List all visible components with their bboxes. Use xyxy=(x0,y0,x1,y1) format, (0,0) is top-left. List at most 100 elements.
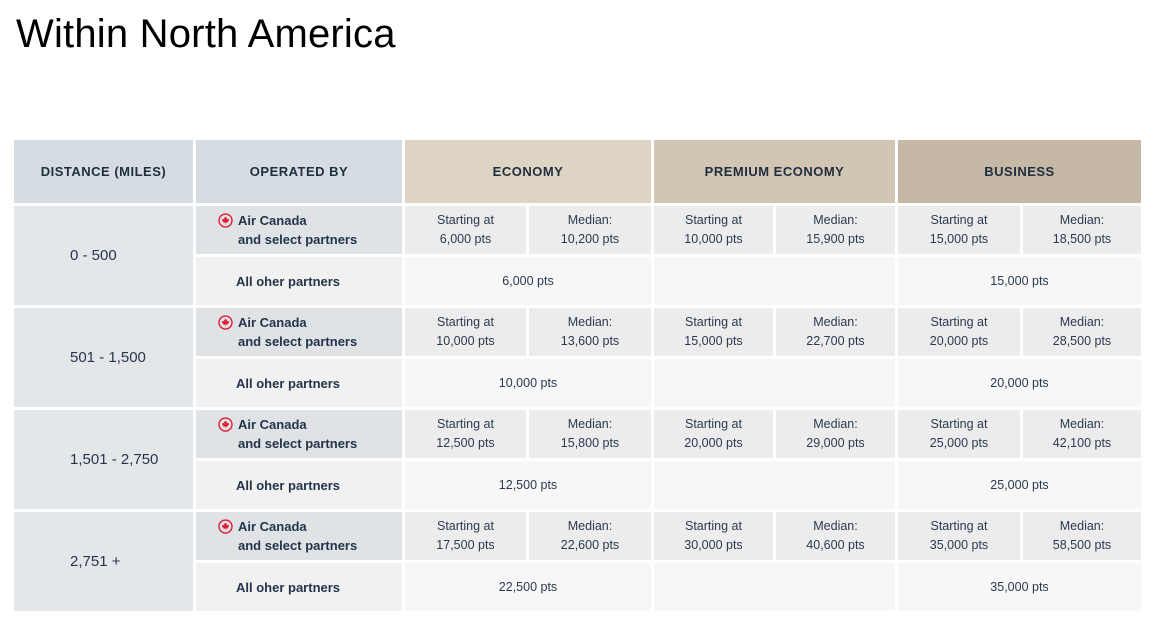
value-number: 12,500 pts xyxy=(498,478,558,492)
value-label: Starting at xyxy=(685,519,742,534)
value-number: 42,100 pts xyxy=(1052,436,1112,450)
operated-by-all-partners-cell: All oher partners xyxy=(196,563,402,611)
value-label: Starting at xyxy=(437,315,494,330)
distance-cell: 0 - 500 xyxy=(14,206,193,305)
column-header-label: BUSINESS xyxy=(984,164,1055,179)
value-number: 15,000 pts xyxy=(929,232,989,246)
value-number: 15,000 pts xyxy=(684,334,743,348)
operated-by-air-canada-cell: Air Canada and select partners xyxy=(196,512,402,560)
value-number: 18,500 pts xyxy=(1052,232,1112,246)
column-header-distance: DISTANCE (MILES) xyxy=(14,140,193,203)
value-number: 20,000 pts xyxy=(684,436,743,450)
all-partners-economy-cell: 6,000 pts xyxy=(405,257,651,305)
operated-by-air-canada-label: Air Canada xyxy=(238,212,307,228)
premium-economy-median-cell: Median: 15,900 pts xyxy=(776,206,895,254)
value-label: Starting at xyxy=(930,213,988,228)
page-title: Within North America xyxy=(16,12,396,56)
value-number: 30,000 pts xyxy=(684,538,743,552)
value-label: Median: xyxy=(567,417,613,432)
business-starting-cell: Starting at 20,000 pts xyxy=(898,308,1020,356)
all-partners-business-cell: 35,000 pts xyxy=(898,563,1141,611)
operated-by-air-canada-cell: Air Canada and select partners xyxy=(196,308,402,356)
value-number: 6,000 pts xyxy=(439,232,492,246)
value-label: Median: xyxy=(1059,315,1105,330)
column-header-business: BUSINESS xyxy=(898,140,1141,203)
distance-value: 501 - 1,500 xyxy=(70,349,146,366)
business-starting-cell: Starting at 35,000 pts xyxy=(898,512,1020,560)
distance-value: 0 - 500 xyxy=(70,247,117,264)
air-canada-roundel-maple-leaf-icon xyxy=(218,519,233,534)
all-partners-business-cell: 20,000 pts xyxy=(898,359,1141,407)
business-median-cell: Median: 42,100 pts xyxy=(1023,410,1141,458)
economy-starting-cell: Starting at 12,500 pts xyxy=(405,410,526,458)
value-label: Median: xyxy=(813,417,858,432)
business-starting-cell: Starting at 15,000 pts xyxy=(898,206,1020,254)
air-canada-roundel-maple-leaf-icon xyxy=(218,213,233,228)
column-header-premium-economy: PREMIUM ECONOMY xyxy=(654,140,895,203)
award-chart-table: DISTANCE (MILES) OPERATED BY ECONOMY PRE… xyxy=(14,140,1141,611)
economy-starting-cell: Starting at 6,000 pts xyxy=(405,206,526,254)
business-starting-cell: Starting at 25,000 pts xyxy=(898,410,1020,458)
value-number: 10,000 pts xyxy=(436,334,495,348)
all-partners-economy-cell: 10,000 pts xyxy=(405,359,651,407)
economy-median-cell: Median: 22,600 pts xyxy=(529,512,651,560)
value-label: Starting at xyxy=(685,315,742,330)
value-number: 12,500 pts xyxy=(436,436,495,450)
value-number: 20,000 pts xyxy=(929,334,989,348)
all-partners-business-cell: 25,000 pts xyxy=(898,461,1141,509)
all-partners-label: All oher partners xyxy=(236,579,341,595)
premium-economy-starting-cell: Starting at 30,000 pts xyxy=(654,512,773,560)
all-partners-economy-cell: 12,500 pts xyxy=(405,461,651,509)
value-number: 40,600 pts xyxy=(806,538,865,552)
all-partners-label: All oher partners xyxy=(236,273,341,289)
all-partners-premium-economy-cell xyxy=(654,257,895,305)
value-number: 22,500 pts xyxy=(498,580,558,594)
economy-median-cell: Median: 10,200 pts xyxy=(529,206,651,254)
value-number: 10,000 pts xyxy=(498,376,558,390)
value-label: Median: xyxy=(567,519,613,534)
value-label: Starting at xyxy=(930,315,988,330)
value-label: Median: xyxy=(813,519,858,534)
value-label: Median: xyxy=(567,213,613,228)
column-header-operated-by: OPERATED BY xyxy=(196,140,402,203)
value-label: Median: xyxy=(813,213,858,228)
value-label: Starting at xyxy=(437,519,494,534)
column-header-label: PREMIUM ECONOMY xyxy=(704,164,845,179)
air-canada-roundel-maple-leaf-icon xyxy=(218,315,233,330)
column-header-label: DISTANCE (MILES) xyxy=(40,164,167,179)
value-number: 6,000 pts xyxy=(502,274,554,288)
economy-starting-cell: Starting at 17,500 pts xyxy=(405,512,526,560)
value-label: Median: xyxy=(1059,417,1105,432)
value-label: Starting at xyxy=(930,417,988,432)
value-number: 15,900 pts xyxy=(806,232,865,246)
value-label: Median: xyxy=(1059,519,1105,534)
all-partners-premium-economy-cell xyxy=(654,461,895,509)
value-label: Starting at xyxy=(685,417,742,432)
value-number: 13,600 pts xyxy=(560,334,620,348)
operated-by-air-canada-label: Air Canada xyxy=(238,518,307,534)
all-partners-premium-economy-cell xyxy=(654,563,895,611)
value-label: Starting at xyxy=(437,417,494,432)
all-partners-label: All oher partners xyxy=(236,375,341,391)
premium-economy-starting-cell: Starting at 15,000 pts xyxy=(654,308,773,356)
value-number: 22,700 pts xyxy=(806,334,865,348)
column-header-label: OPERATED BY xyxy=(249,164,349,179)
distance-cell: 2,751 + xyxy=(14,512,193,611)
premium-economy-starting-cell: Starting at 10,000 pts xyxy=(654,206,773,254)
air-canada-roundel-maple-leaf-icon xyxy=(218,417,233,432)
operated-by-all-partners-cell: All oher partners xyxy=(196,257,402,305)
operated-by-air-canada-label: Air Canada xyxy=(238,416,307,432)
value-number: 22,600 pts xyxy=(560,538,620,552)
value-number: 15,800 pts xyxy=(560,436,620,450)
operated-by-select-partners-label: and select partners xyxy=(238,436,358,451)
economy-median-cell: Median: 15,800 pts xyxy=(529,410,651,458)
value-number: 10,000 pts xyxy=(684,232,743,246)
value-number: 25,000 pts xyxy=(990,478,1049,492)
premium-economy-median-cell: Median: 22,700 pts xyxy=(776,308,895,356)
value-label: Median: xyxy=(1059,213,1105,228)
value-number: 10,200 pts xyxy=(560,232,620,246)
operated-by-select-partners-label: and select partners xyxy=(238,538,358,553)
all-partners-business-cell: 15,000 pts xyxy=(898,257,1141,305)
value-label: Starting at xyxy=(437,213,494,228)
column-header-label: ECONOMY xyxy=(492,164,564,179)
